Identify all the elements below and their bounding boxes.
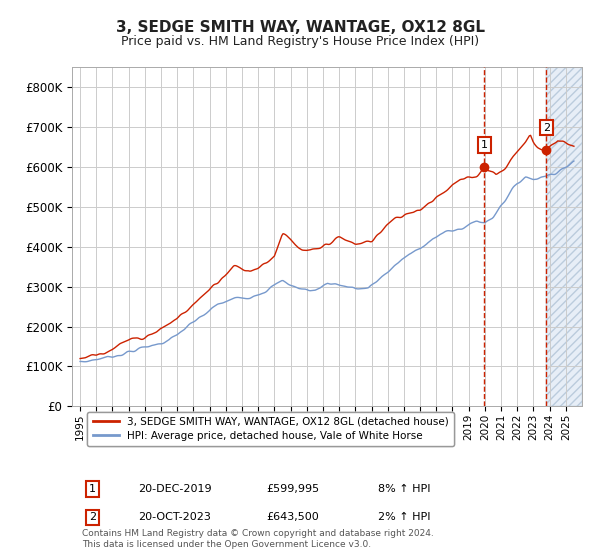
Bar	[547, 67, 582, 407]
Text: 2: 2	[543, 123, 550, 133]
Text: Price paid vs. HM Land Registry's House Price Index (HPI): Price paid vs. HM Land Registry's House …	[121, 35, 479, 48]
Text: 20-DEC-2019: 20-DEC-2019	[139, 484, 212, 494]
Bar	[547, 67, 582, 407]
Text: £643,500: £643,500	[266, 512, 319, 522]
Text: 20-OCT-2023: 20-OCT-2023	[139, 512, 211, 522]
Text: 1: 1	[481, 140, 488, 150]
Text: £599,995: £599,995	[266, 484, 319, 494]
Text: 3, SEDGE SMITH WAY, WANTAGE, OX12 8GL: 3, SEDGE SMITH WAY, WANTAGE, OX12 8GL	[115, 20, 485, 35]
Text: 2% ↑ HPI: 2% ↑ HPI	[378, 512, 431, 522]
Legend: 3, SEDGE SMITH WAY, WANTAGE, OX12 8GL (detached house), HPI: Average price, deta: 3, SEDGE SMITH WAY, WANTAGE, OX12 8GL (d…	[88, 412, 454, 446]
Text: 8% ↑ HPI: 8% ↑ HPI	[378, 484, 431, 494]
Text: 1: 1	[89, 484, 96, 494]
Text: Contains HM Land Registry data © Crown copyright and database right 2024.
This d: Contains HM Land Registry data © Crown c…	[82, 529, 434, 549]
Text: 2: 2	[89, 512, 96, 522]
